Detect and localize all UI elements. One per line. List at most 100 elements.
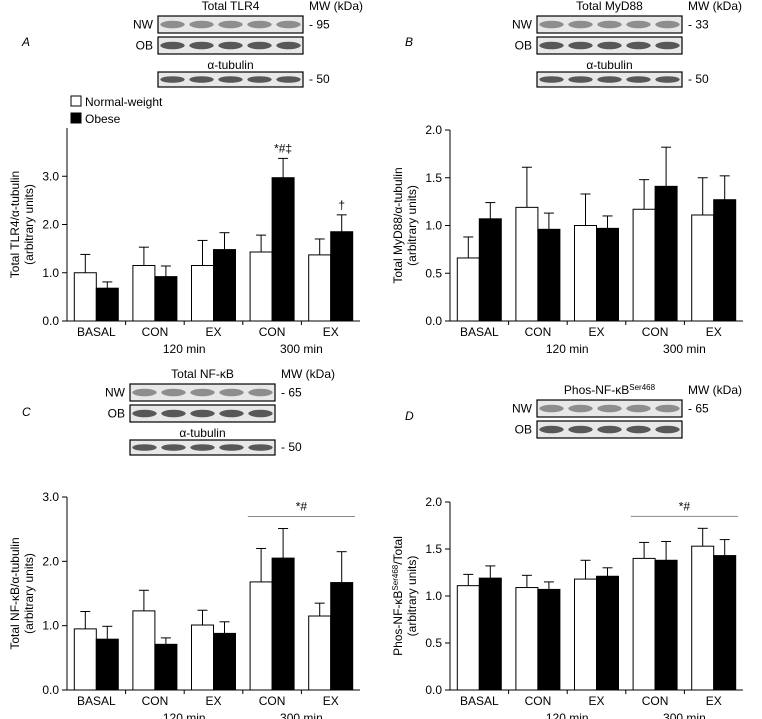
x-tick-label: BASAL: [77, 325, 116, 339]
blot-band: [626, 425, 651, 434]
blot-band: [276, 20, 301, 29]
x-tick-label: BASAL: [460, 694, 499, 708]
bar: [154, 276, 178, 322]
blot-mw: - 95: [309, 18, 330, 32]
blot-band: [247, 76, 272, 83]
bar: [574, 225, 597, 322]
blot-mw: - 65: [281, 386, 302, 400]
bar: [691, 214, 715, 322]
blot-title: Phos-NF-κBSer468: [564, 383, 656, 398]
group-label: 120 min: [546, 342, 589, 356]
y-tick-label: 0.0: [42, 683, 59, 697]
blot-band: [190, 388, 215, 397]
y-axis-label-part: Total NF-κB/α-tubulin: [8, 537, 22, 649]
group-label: 300 min: [280, 711, 323, 719]
blot-band: [247, 41, 272, 50]
bar: [515, 206, 539, 322]
blot-band: [539, 76, 564, 83]
blot-band: [655, 425, 680, 434]
group-label: 120 min: [163, 342, 206, 356]
y-tick-label: 0.0: [42, 314, 59, 328]
blot-band: [218, 20, 243, 29]
group-label: 300 min: [663, 711, 706, 719]
bar: [271, 177, 295, 322]
x-tick-label: EX: [323, 325, 339, 339]
y-axis-label-part: Total TLR4/α-tubulin: [8, 171, 22, 278]
y-axis-label: Phos-NF-κBSer468/Total: [391, 536, 406, 656]
blot-band: [219, 388, 244, 397]
blot-mw-header: MW (kDa): [688, 0, 742, 13]
blot-band: [161, 388, 186, 397]
annotation: *#‡: [274, 141, 292, 155]
bar: [330, 582, 354, 691]
bar: [537, 588, 561, 691]
bar: [596, 575, 619, 691]
bar: [191, 624, 214, 691]
blot-band: [626, 41, 651, 50]
blot-band: [190, 444, 215, 451]
bar: [249, 581, 273, 691]
y-axis-label: Total NF-κB/α-tubulin: [8, 537, 22, 649]
x-tick-label: EX: [588, 325, 604, 339]
y-tick-label: 0.5: [425, 266, 442, 280]
x-tick-label: BASAL: [77, 694, 116, 708]
blot-row-label: NW: [133, 18, 154, 32]
x-tick-label: CON: [259, 325, 286, 339]
blot-mw-header: MW (kDa): [309, 0, 363, 13]
x-tick-label: EX: [205, 325, 221, 339]
group-label: 120 min: [163, 711, 206, 719]
blot-band: [132, 444, 157, 451]
bar: [73, 628, 97, 691]
blot-band: [568, 20, 593, 29]
x-tick-label: EX: [588, 694, 604, 708]
x-tick-label: CON: [259, 694, 286, 708]
blot-band: [597, 404, 622, 413]
y-axis-label: (arbitrary units): [22, 553, 36, 634]
blot-title-part: Total MyD88: [576, 0, 643, 13]
x-tick-label: BASAL: [460, 325, 499, 339]
blot-band: [655, 41, 680, 50]
blot-mw: - 50: [688, 72, 709, 86]
blot-band: [161, 409, 186, 418]
bar: [308, 254, 332, 322]
blot-band: [160, 76, 185, 83]
bar: [654, 559, 678, 691]
x-tick-label: CON: [642, 325, 669, 339]
blot-band: [190, 409, 215, 418]
y-axis-label: Total MyD88/α-tubulin: [391, 167, 405, 283]
blot-band: [248, 409, 273, 418]
blot-band: [655, 20, 680, 29]
blot-band: [655, 76, 680, 83]
blot-band: [597, 41, 622, 50]
bar: [691, 545, 715, 691]
legend-swatch: [70, 112, 82, 124]
y-tick-label: 0.0: [425, 314, 442, 328]
blot-title: Total MyD88: [576, 0, 643, 13]
bar: [537, 228, 561, 322]
bar: [713, 555, 737, 691]
legend-label: Normal-weight: [85, 95, 163, 109]
blot-band: [132, 409, 157, 418]
blot-band: [276, 41, 301, 50]
y-axis-label-part: /Total: [391, 536, 405, 565]
y-tick-label: 1.0: [425, 589, 442, 603]
bar: [308, 615, 332, 691]
blot-band: [568, 41, 593, 50]
bar: [456, 585, 480, 691]
bar: [478, 577, 502, 691]
y-tick-label: 1.0: [42, 619, 59, 633]
y-tick-label: 0.5: [425, 636, 442, 650]
x-tick-label: EX: [205, 694, 221, 708]
blot-band: [597, 20, 622, 29]
blot-row-label: NW: [512, 402, 533, 416]
bar: [515, 587, 539, 691]
blot-band: [626, 404, 651, 413]
blot-band: [539, 20, 564, 29]
blot-loading-title: α-tubulin: [179, 426, 225, 440]
bar: [330, 231, 354, 322]
blot-band: [568, 425, 593, 434]
bar: [713, 199, 737, 322]
bracket-label: *#: [679, 499, 691, 513]
blot-row-label: OB: [108, 407, 125, 421]
